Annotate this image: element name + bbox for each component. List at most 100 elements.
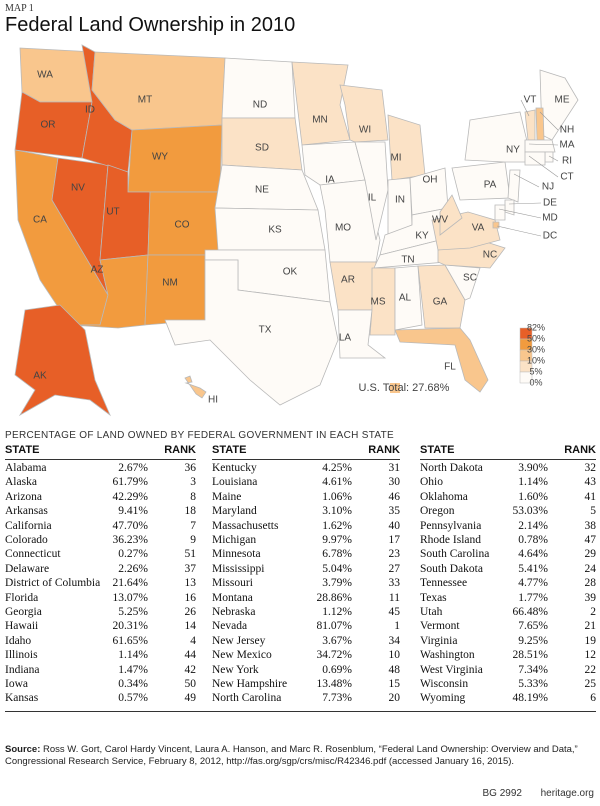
rank: 29 xyxy=(584,548,597,561)
percent: 28.51% xyxy=(512,649,548,662)
rank: 9 xyxy=(190,534,196,546)
rank: 37 xyxy=(184,562,197,575)
state-label: MS xyxy=(371,297,386,308)
legend-swatch xyxy=(519,371,533,384)
state-name: South Dakota xyxy=(420,562,483,575)
state-label: CA xyxy=(33,215,47,226)
percent: 2.14% xyxy=(518,519,548,532)
header-rule xyxy=(212,459,400,460)
state xyxy=(14,304,111,417)
state-label: KY xyxy=(415,231,429,242)
state-name: South Carolina xyxy=(420,548,490,561)
rank: 40 xyxy=(388,519,401,532)
state-name: Texas xyxy=(420,591,447,604)
state-name: Tennessee xyxy=(420,577,468,590)
legend-label: 0% xyxy=(529,377,542,387)
column-header: STATE xyxy=(5,444,40,456)
legend-label: 30% xyxy=(527,344,545,354)
rank: 33 xyxy=(388,577,401,590)
percent: 2.67% xyxy=(118,462,148,474)
rank: 36 xyxy=(184,462,197,474)
state-label: AK xyxy=(33,371,47,382)
percent: 1.14% xyxy=(118,649,148,662)
percent: 36.23% xyxy=(112,534,148,546)
leader-line xyxy=(520,99,530,117)
rank: 38 xyxy=(584,519,597,532)
percent: 1.60% xyxy=(518,490,548,503)
state xyxy=(337,309,387,359)
percent: 2.26% xyxy=(118,562,148,575)
rank: 17 xyxy=(388,534,401,546)
percent: 7.34% xyxy=(518,663,548,676)
state xyxy=(369,267,396,336)
state xyxy=(394,265,423,331)
state-label: LA xyxy=(339,333,352,344)
percent: 28.86% xyxy=(316,591,352,604)
rank: 3 xyxy=(190,476,196,489)
state-label: OK xyxy=(283,267,298,278)
state-label: ME xyxy=(555,95,570,106)
rank: 20 xyxy=(388,692,401,705)
state-label: OR xyxy=(41,120,56,131)
state xyxy=(464,111,533,163)
state-name: Indiana xyxy=(5,663,40,676)
state-name: District of Columbia xyxy=(5,577,101,590)
rank: 43 xyxy=(584,476,597,489)
column-header: STATE xyxy=(420,444,455,456)
state-label: AZ xyxy=(91,265,104,276)
state-label: DE xyxy=(543,198,557,209)
column-header: RANK xyxy=(164,444,196,456)
state-name: Oregon xyxy=(420,505,455,518)
state-name: Kansas xyxy=(5,692,39,705)
state-label: WA xyxy=(37,70,53,81)
rank: 47 xyxy=(584,534,597,546)
rank: 12 xyxy=(584,649,597,662)
percent: 1.14% xyxy=(518,476,548,489)
state-name: Louisiana xyxy=(212,476,258,489)
rank: 24 xyxy=(584,562,597,575)
state-name: Nebraska xyxy=(212,606,256,618)
rank: 48 xyxy=(388,663,401,676)
state-name: Massachusetts xyxy=(212,519,279,532)
state-name: Nevada xyxy=(212,620,248,633)
percent: 34.72% xyxy=(316,649,352,662)
rank: 14 xyxy=(184,620,197,633)
rank: 27 xyxy=(388,562,401,575)
state-name: Illinois xyxy=(5,649,38,662)
legend-label: 50% xyxy=(527,333,545,343)
state-label: OH xyxy=(423,175,438,186)
rank: 45 xyxy=(388,606,401,618)
percent: 7.65% xyxy=(518,620,548,633)
state-label: TN xyxy=(401,255,414,266)
percent: 48.19% xyxy=(512,692,548,705)
rank: 39 xyxy=(584,591,597,604)
state-name: New Mexico xyxy=(212,649,272,662)
rank: 46 xyxy=(388,490,401,503)
state-name: West Virginia xyxy=(420,663,483,676)
state-label: VT xyxy=(524,95,537,106)
percent: 13.48% xyxy=(316,678,352,690)
rank: 10 xyxy=(388,649,401,662)
state-label: NC xyxy=(483,250,497,261)
state-name: Idaho xyxy=(5,634,32,647)
state-name: Missouri xyxy=(212,577,253,590)
rank: 13 xyxy=(184,577,197,590)
state-name: Mississippi xyxy=(212,562,265,575)
state xyxy=(354,141,389,241)
state-label: NY xyxy=(506,145,520,156)
state xyxy=(291,61,351,146)
state xyxy=(535,107,545,141)
state-name: Kentucky xyxy=(212,462,257,474)
percent: 61.79% xyxy=(112,476,148,489)
state-name: Wyoming xyxy=(420,692,466,705)
state-label: IA xyxy=(325,175,335,186)
rank: 15 xyxy=(388,678,401,690)
state-name: Florida xyxy=(5,591,39,604)
state xyxy=(184,375,207,399)
percent: 1.77% xyxy=(518,591,548,604)
state xyxy=(394,327,489,393)
state xyxy=(504,199,515,216)
state xyxy=(439,194,463,236)
rank: 49 xyxy=(184,692,197,705)
percent: 9.97% xyxy=(322,534,352,546)
